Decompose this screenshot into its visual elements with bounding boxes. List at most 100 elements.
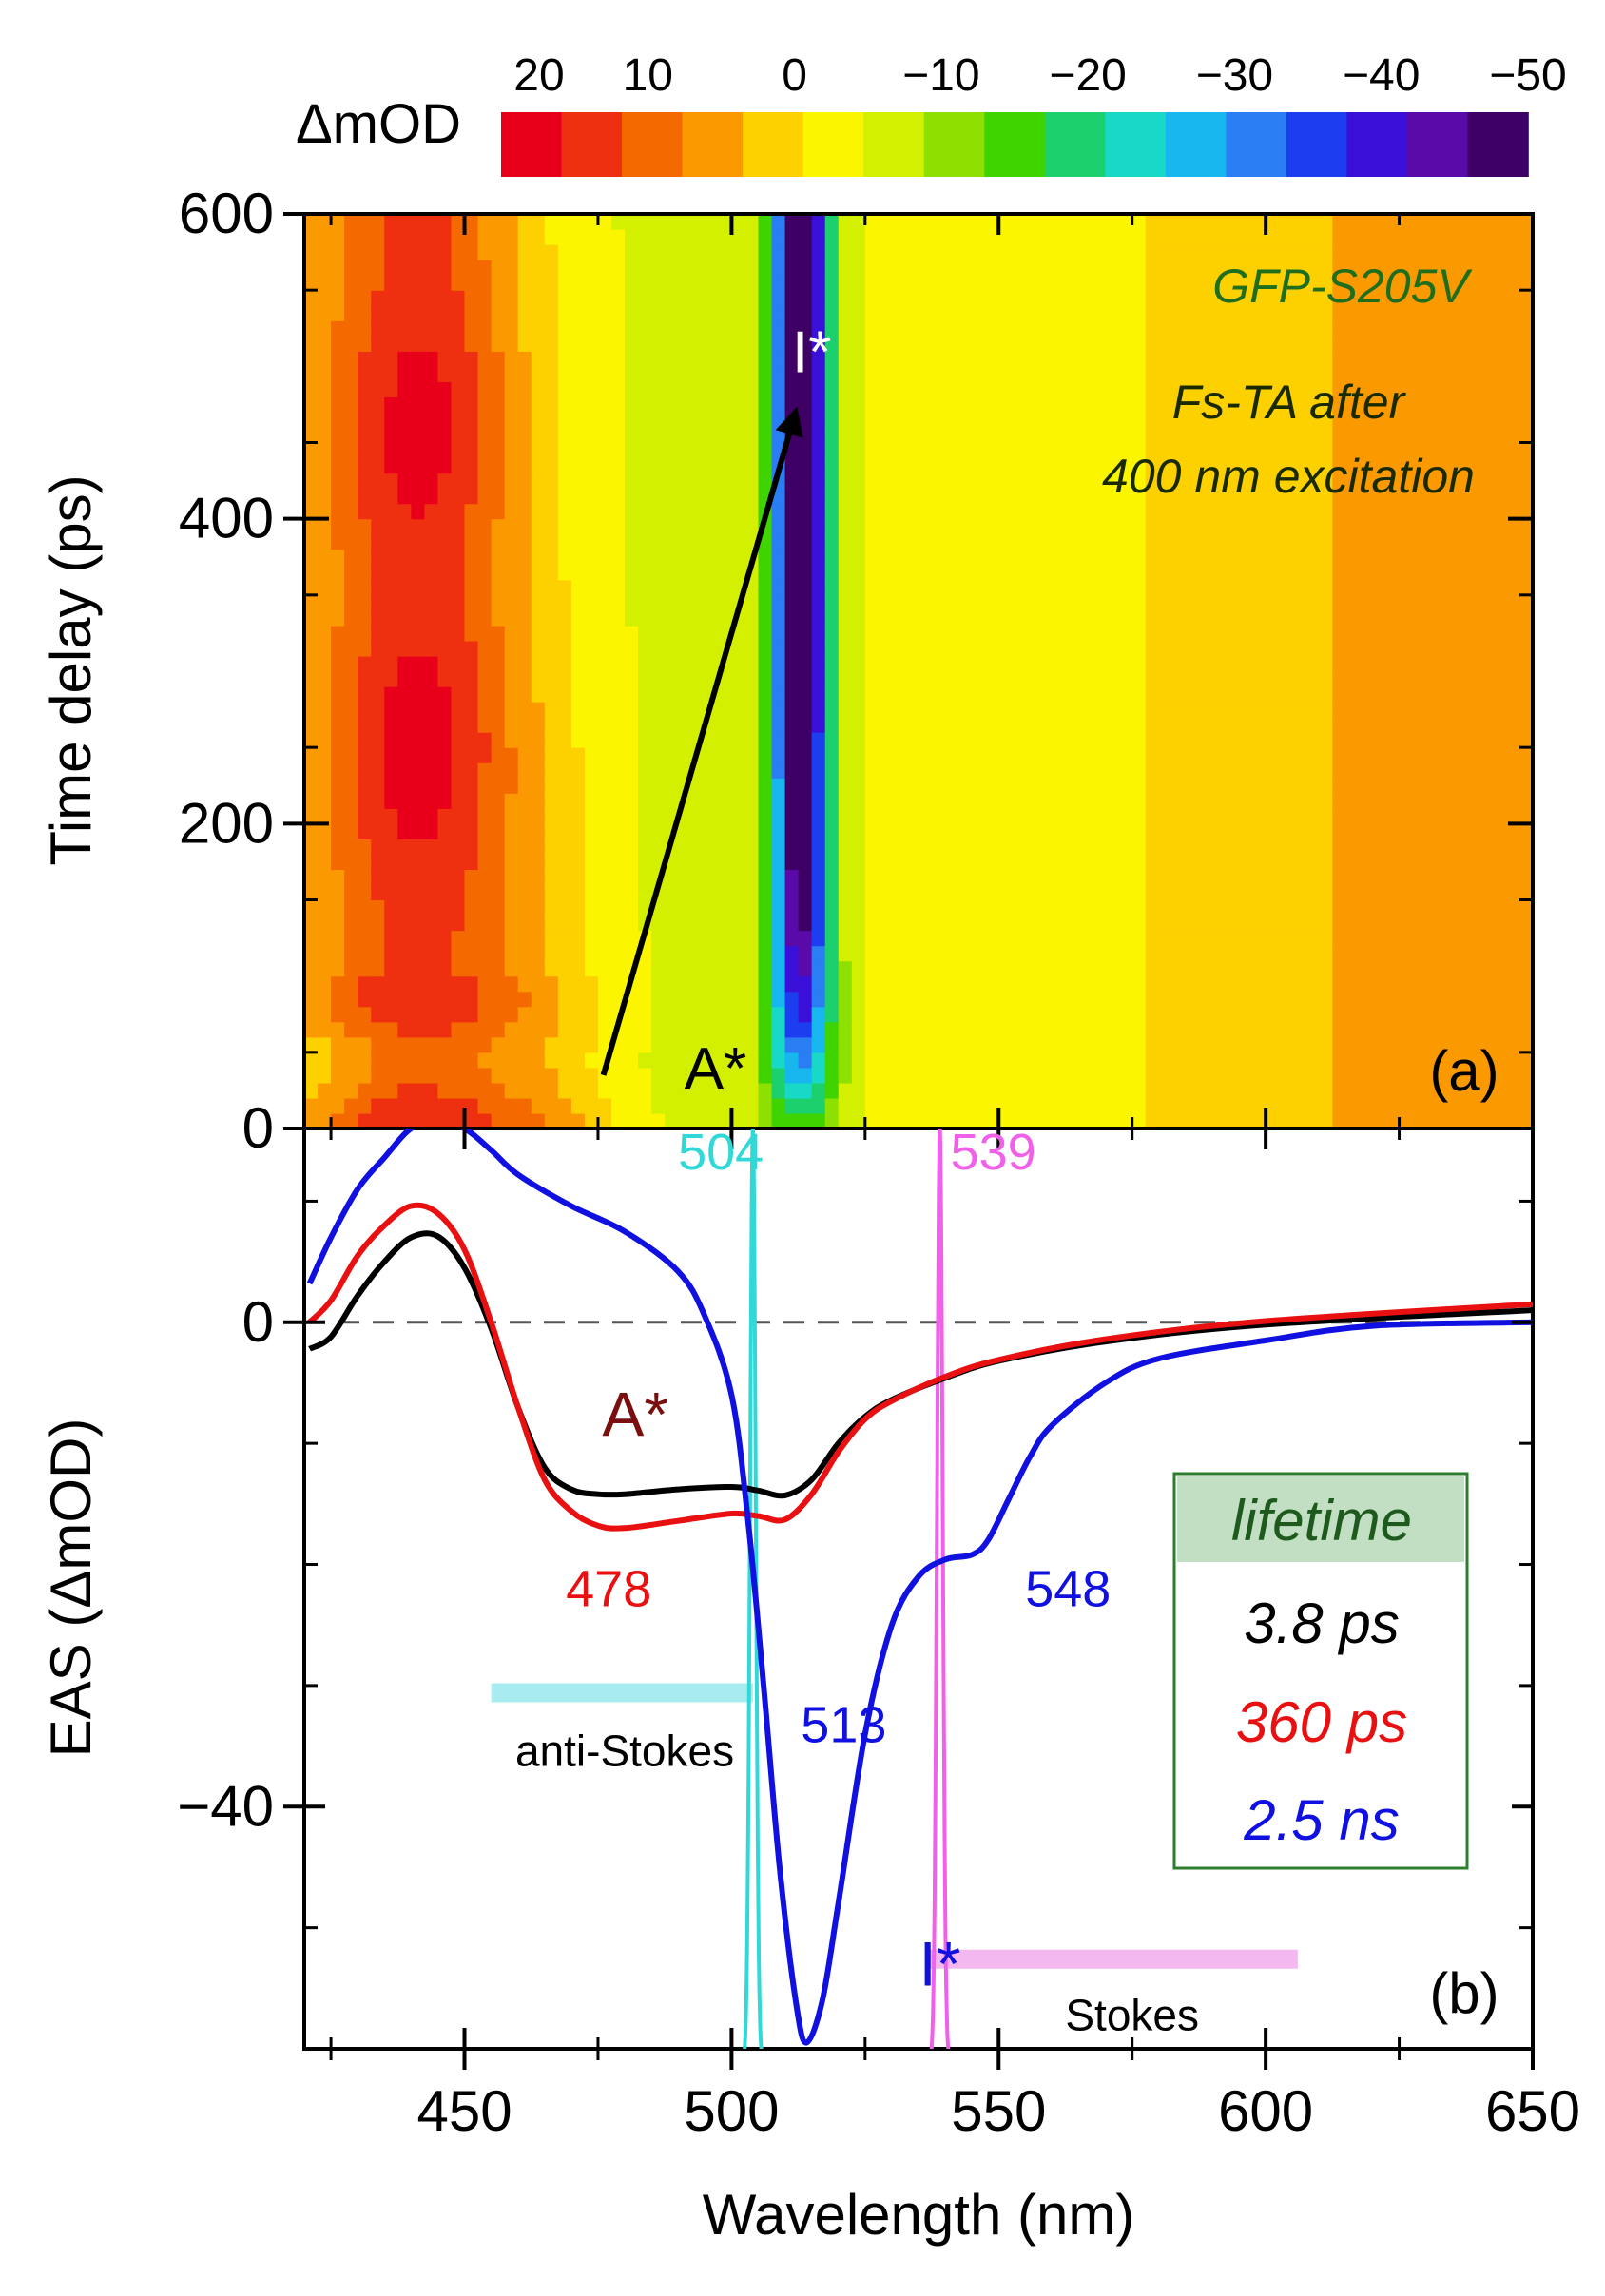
heatmap-cell: [891, 457, 906, 474]
heatmap-cell: [878, 214, 893, 230]
heatmap-cell: [1226, 808, 1240, 824]
heatmap-cell: [1171, 366, 1187, 382]
heatmap-cell: [945, 945, 959, 962]
heatmap-cell: [1359, 747, 1374, 763]
heatmap-cell: [1038, 640, 1054, 657]
heatmap-cell: [665, 579, 679, 596]
heatmap-cell: [1038, 442, 1054, 459]
heatmap-cell: [1092, 762, 1107, 779]
heatmap-cell: [1118, 1036, 1133, 1053]
heatmap-cell: [758, 793, 773, 809]
heatmap-cell: [1012, 808, 1026, 824]
heatmap-cell: [1065, 609, 1080, 627]
heatmap-cell: [625, 518, 639, 535]
heatmap-cell: [1131, 778, 1147, 794]
heatmap-cell: [771, 640, 786, 657]
heatmap-cell: [1038, 915, 1054, 932]
heatmap-cell: [1332, 839, 1346, 855]
heatmap-cell: [1092, 1021, 1107, 1038]
heatmap-cell: [919, 899, 933, 916]
heatmap-cell: [611, 915, 626, 932]
heatmap-cell: [570, 717, 586, 733]
heatmap-cell: [1266, 747, 1280, 763]
heatmap-cell: [1012, 488, 1026, 505]
heatmap-cell: [611, 762, 626, 779]
heatmap-cell: [304, 518, 319, 535]
heatmap-cell: [517, 945, 532, 962]
heatmap-cell: [1078, 640, 1093, 657]
heatmap-cell: [1052, 945, 1067, 962]
heatmap-cell: [771, 290, 786, 306]
heatmap-cell: [1105, 564, 1120, 581]
colorbar-swatch: [743, 112, 804, 177]
heatmap-cell: [570, 457, 586, 474]
heatmap-cell: [1038, 412, 1054, 429]
heatmap-cell: [972, 594, 986, 611]
heatmap-cell: [531, 899, 546, 916]
heatmap-cell: [1239, 930, 1253, 947]
heatmap-cell: [344, 823, 358, 839]
heatmap-cell: [1345, 717, 1361, 733]
heatmap-cell: [1131, 260, 1147, 276]
heatmap-cell: [1198, 518, 1213, 535]
heatmap-cell: [371, 412, 385, 429]
heatmap-cell: [411, 686, 425, 703]
heatmap-cell: [437, 793, 453, 809]
heatmap-cell: [851, 854, 866, 871]
heatmap-cell: [864, 214, 880, 230]
heatmap-cell: [798, 457, 813, 474]
heatmap-cell: [998, 503, 1013, 520]
heatmap-cell: [1252, 275, 1267, 291]
heatmap-cell: [1211, 671, 1227, 687]
heatmap-cell: [1105, 778, 1120, 794]
heatmap-cell: [1332, 381, 1346, 397]
heatmap-cell: [744, 625, 760, 642]
heatmap-cell: [1118, 1112, 1133, 1129]
heatmap-cell: [517, 533, 532, 550]
heatmap-cell: [1198, 975, 1213, 993]
heatmap-cell: [451, 975, 466, 993]
heatmap-cell: [851, 945, 866, 962]
heatmap-cell: [1198, 214, 1213, 230]
heatmap-cell: [1319, 549, 1333, 566]
heatmap-cell: [665, 229, 679, 245]
heatmap-cell: [477, 442, 493, 459]
heatmap-cell: [611, 275, 626, 291]
heatmap-cell: [1065, 427, 1080, 444]
heatmap-cell: [919, 1036, 933, 1053]
heatmap-cell: [651, 747, 666, 763]
heatmap-cell: [1279, 1006, 1293, 1023]
heatmap-cell: [424, 1036, 439, 1053]
heatmap-cell: [784, 229, 800, 245]
heatmap-cell: [638, 640, 652, 657]
heatmap-cell: [958, 473, 973, 490]
heatmap-cell: [1305, 975, 1320, 993]
heatmap-cell: [1279, 1097, 1293, 1114]
heatmap-cell: [811, 275, 826, 291]
heatmap-cell: [691, 442, 706, 459]
heatmap-cell: [678, 1052, 692, 1069]
heatmap-cell: [1145, 579, 1160, 596]
heatmap-cell: [517, 381, 532, 397]
heatmap-cell: [878, 1112, 893, 1129]
heatmap-cell: [1185, 396, 1200, 414]
heatmap-cell: [784, 1097, 800, 1114]
heatmap-cell: [1158, 960, 1173, 977]
heatmap-cell: [437, 457, 453, 474]
heatmap-cell: [544, 869, 559, 886]
heatmap-cell: [838, 1112, 853, 1129]
heatmap-cell: [932, 839, 946, 855]
heatmap-cell: [1292, 214, 1306, 230]
heatmap-cell: [544, 899, 559, 916]
heatmap-cell: [904, 793, 919, 809]
heatmap-cell: [331, 275, 345, 291]
heatmap-cell: [1399, 533, 1414, 550]
heatmap-cell: [731, 457, 746, 474]
heatmap-cell: [1319, 778, 1333, 794]
heatmap-cell: [1078, 442, 1093, 459]
heatmap-cell: [1198, 594, 1213, 611]
heatmap-cell: [1305, 991, 1320, 1008]
heatmap-cell: [1372, 839, 1387, 855]
heatmap-cell: [945, 579, 959, 596]
heatmap-cell: [851, 671, 866, 687]
